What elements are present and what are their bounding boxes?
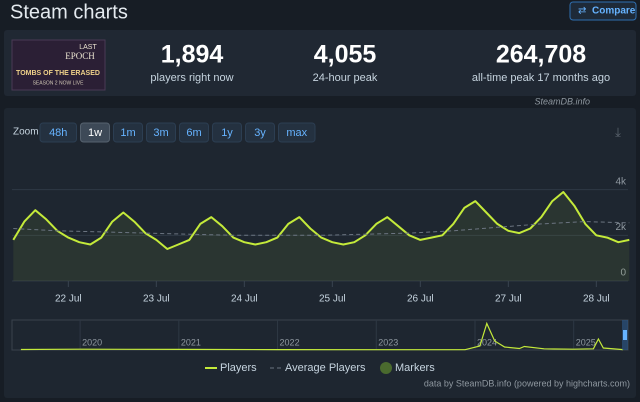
navigator-tick-label: 2023 <box>378 337 398 347</box>
compare-icon: ⇄ <box>578 6 586 17</box>
x-tick-label: 23 Jul <box>143 294 170 305</box>
legend: Players Average Players Markers <box>205 362 435 374</box>
zoom-button[interactable] <box>212 122 242 143</box>
navigator-line <box>20 321 624 351</box>
zoom-option[interactable]: 3m <box>153 127 168 139</box>
y-tick-label: 0 <box>620 268 626 279</box>
stat-value: 264,708 <box>496 41 586 69</box>
stat-label: players right now <box>150 72 233 84</box>
source-label[interactable]: SteamDB.info <box>534 96 590 106</box>
game-name: EPOCH <box>65 51 95 61</box>
chart-panel <box>4 108 636 398</box>
stat-value: 4,055 <box>314 41 377 69</box>
x-tick-label: 25 Jul <box>319 294 346 305</box>
navigator-tick-label: 2022 <box>280 337 300 347</box>
legend-swatch <box>380 362 392 374</box>
y-tick-label: 2k <box>615 222 627 233</box>
game-banner[interactable] <box>11 39 106 91</box>
game-name-top: LAST <box>79 44 97 51</box>
navigator: 2020 2021 2022 2023 2024 2025 <box>20 320 624 351</box>
legend-label[interactable]: Players <box>220 362 257 374</box>
zoom-buttons: 48h 1w 1m 3m 6m 1y 3y max <box>39 122 316 143</box>
stat-label: 24-hour peak <box>313 72 378 84</box>
zoom-option[interactable]: 1m <box>120 127 135 139</box>
plot: 0 2k 4k 22 Jul 23 Jul 24 Jul 25 Jul 26 Jul 27 Ju… <box>12 176 630 305</box>
stat-label: all-time peak 17 months ago <box>472 72 610 84</box>
compare-button[interactable] <box>569 1 637 21</box>
legend-label[interactable]: Markers <box>395 362 435 374</box>
footer-credit: data by SteamDB.info (powered by highcha… <box>424 378 630 388</box>
x-tick-label: 24 Jul <box>231 294 258 305</box>
players-area <box>13 192 630 281</box>
compare-label[interactable]: Compare <box>592 6 636 17</box>
zoom-option[interactable]: 1w <box>88 127 102 139</box>
game-tagline: SEASON 2 NOW LIVE <box>33 80 85 86</box>
zoom-option[interactable]: 6m <box>186 127 201 139</box>
zoom-option[interactable]: 3y <box>254 127 266 139</box>
navigator-tick-label: 2021 <box>181 337 201 347</box>
zoom-button[interactable] <box>113 122 143 143</box>
download-icon[interactable]: ⤓ <box>615 124 621 139</box>
stat-value: 1,894 <box>161 41 224 69</box>
stats: 1,894 players right now 4,055 24-hour peak 2… <box>150 41 610 84</box>
page-title: Steam charts <box>10 1 128 23</box>
zoom-option[interactable]: 48h <box>49 127 67 139</box>
zoom-button[interactable] <box>179 122 209 143</box>
x-tick-label: 22 Jul <box>55 294 82 305</box>
stats-panel <box>4 30 636 96</box>
x-tick-label: 27 Jul <box>495 294 522 305</box>
game-subtitle: TOMBS OF THE ERASED <box>16 70 100 77</box>
zoom-button[interactable] <box>278 122 316 143</box>
legend-label[interactable]: Average Players <box>285 362 366 374</box>
zoom-button[interactable] <box>146 122 176 143</box>
x-tick-label: 28 Jul <box>583 294 610 305</box>
zoom-button[interactable] <box>39 122 77 143</box>
zoom-option[interactable]: 1y <box>221 127 233 139</box>
zoom-option[interactable]: max <box>286 127 307 139</box>
navigator-tick-label: 2020 <box>82 337 102 347</box>
navigator-tick-label: 2024 <box>477 337 497 347</box>
zoom-button[interactable] <box>245 122 275 143</box>
navigator-tick-label: 2025 <box>576 337 596 347</box>
zoom-button[interactable] <box>80 122 110 143</box>
series-line <box>12 191 630 250</box>
x-tick-label: 26 Jul <box>407 294 434 305</box>
navigator-handle[interactable] <box>623 330 627 340</box>
series-line <box>13 221 630 236</box>
zoom-label: Zoom <box>13 127 39 138</box>
y-tick-label: 4k <box>615 176 627 187</box>
